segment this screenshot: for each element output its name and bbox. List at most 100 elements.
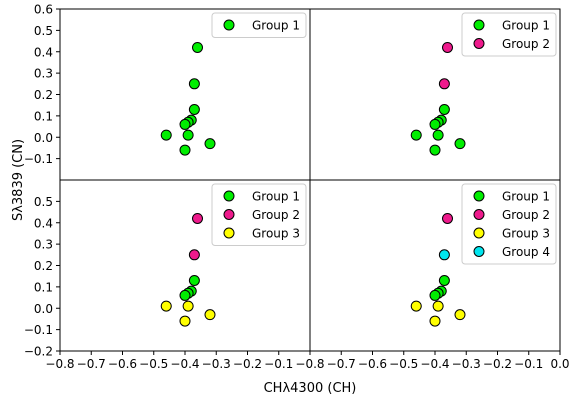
- legend: Group 1 Group 2 Group 3: [211, 183, 307, 246]
- x-tick-label: −0.4: [420, 357, 449, 371]
- legend-label: Group 1: [252, 19, 300, 33]
- x-tick-label: −0.3: [452, 357, 481, 371]
- data-point-group-1: [438, 274, 450, 286]
- y-tick-label: −0.1: [24, 152, 53, 166]
- data-point-group-3: [204, 309, 216, 321]
- x-tick-label: −0.4: [170, 357, 199, 371]
- data-point-group-1: [438, 103, 450, 115]
- y-tick-label: 0.4: [34, 45, 53, 59]
- y-tick-label: 0.6: [34, 3, 53, 17]
- legend-label: Group 1: [502, 19, 550, 33]
- data-point-group-3: [429, 315, 441, 327]
- panel-2: Group 1 Group 2: [309, 8, 561, 181]
- x-tick-label: −0.6: [358, 357, 387, 371]
- y-tick-label: 0.1: [34, 280, 53, 294]
- legend-label: Group 3: [502, 227, 550, 241]
- legend-box: [461, 183, 557, 265]
- y-tick-label: 0.2: [34, 88, 53, 102]
- data-point-group-3: [182, 300, 194, 312]
- data-point-group-1: [410, 129, 422, 141]
- data-point-group-3: [160, 300, 172, 312]
- legend-marker: [473, 227, 485, 239]
- data-point-group-3: [454, 309, 466, 321]
- y-tick-label: 0.0: [34, 131, 53, 145]
- legend-box: [211, 183, 307, 246]
- legend-label: Group 2: [252, 208, 300, 222]
- data-point-group-1: [432, 129, 444, 141]
- data-point-group-1: [160, 129, 172, 141]
- legend-label: Group 2: [502, 208, 550, 222]
- ticks-layer: −0.8 −0.7 −0.6 −0.5 −0.4 −0.3 −0.2 −0.1 −0.8 −0.7…: [24, 3, 570, 372]
- data-point-group-2: [438, 78, 450, 90]
- panel-1: Group 1: [59, 8, 311, 181]
- y-tick-label: 0.2: [34, 259, 53, 273]
- y-tick-label: 0.5: [34, 24, 53, 38]
- data-point-group-3: [410, 300, 422, 312]
- legend-marker: [223, 227, 235, 239]
- panel-3: Group 1 Group 2 Group 3: [59, 179, 311, 352]
- y-tick-label: 0.4: [34, 216, 53, 230]
- y-tick-label: 0.3: [34, 238, 53, 252]
- data-point-group-2: [192, 212, 203, 224]
- x-tick-label: −0.2: [233, 357, 262, 371]
- y-tick-label: 0.5: [34, 195, 53, 209]
- legend-marker: [223, 209, 235, 220]
- data-point-group-1: [179, 144, 191, 156]
- data-point-group-4: [438, 249, 450, 261]
- data-point-group-1: [179, 289, 191, 301]
- y-tick-label: −0.1: [24, 323, 53, 337]
- x-tick-label: −0.7: [77, 357, 106, 371]
- data-point-group-1: [188, 78, 200, 90]
- y-tick-label: −0.2: [24, 345, 53, 359]
- data-point-group-1: [188, 274, 200, 286]
- legend: Group 1 Group 2 Group 3 Group 4: [461, 183, 557, 265]
- data-point-group-1: [429, 289, 441, 301]
- legend-marker: [223, 190, 235, 202]
- legend-marker: [473, 246, 485, 257]
- legend-marker: [473, 190, 485, 202]
- legend-label: Group 4: [502, 245, 550, 259]
- data-point-group-1: [454, 138, 466, 150]
- x-axis-label: CHλ4300 (CH): [264, 381, 357, 396]
- x-tick-label: −0.6: [108, 357, 137, 371]
- x-tick-label: −0.3: [202, 357, 231, 371]
- legend-marker: [473, 19, 485, 31]
- x-tick-label: −0.1: [264, 357, 293, 371]
- data-point-group-1: [204, 138, 216, 150]
- legend-box: [461, 12, 557, 57]
- x-tick-label: −0.5: [389, 357, 418, 371]
- x-tick-label: −0.7: [327, 357, 356, 371]
- y-axis-label: Sλ3839 (CN): [11, 139, 26, 221]
- legend-label: Group 2: [502, 37, 550, 51]
- data-point-group-1: [182, 129, 194, 141]
- data-point-group-1: [179, 118, 191, 130]
- x-tick-label: −0.2: [483, 357, 512, 371]
- legend-label: Group 1: [502, 190, 550, 204]
- x-tick-label: 0.0: [550, 357, 569, 371]
- data-point-group-2: [188, 249, 200, 261]
- data-point-group-3: [432, 300, 444, 312]
- legend-marker: [473, 38, 485, 49]
- data-point-group-2: [442, 41, 453, 53]
- data-point-group-2: [442, 212, 453, 224]
- legend-label: Group 3: [252, 227, 300, 241]
- data-point-group-1: [429, 144, 441, 156]
- x-tick-label: −0.8: [45, 357, 74, 371]
- panel-4: Group 1 Group 2 Group 3 Group 4: [309, 179, 561, 352]
- y-tick-label: 0.1: [34, 109, 53, 123]
- data-point-group-1: [188, 103, 200, 115]
- x-tick-label: −0.5: [139, 357, 168, 371]
- legend-marker: [223, 19, 235, 31]
- legend-box: [211, 12, 307, 38]
- legend-marker: [473, 209, 485, 220]
- data-point-group-1: [429, 118, 441, 130]
- y-tick-label: 0.3: [34, 67, 53, 81]
- legend: Group 1: [211, 12, 307, 38]
- y-tick-label: 0.0: [34, 302, 53, 316]
- legend-label: Group 1: [252, 190, 300, 204]
- data-point-group-3: [179, 315, 191, 327]
- legend: Group 1 Group 2: [461, 12, 557, 57]
- x-tick-label: −0.1: [514, 357, 543, 371]
